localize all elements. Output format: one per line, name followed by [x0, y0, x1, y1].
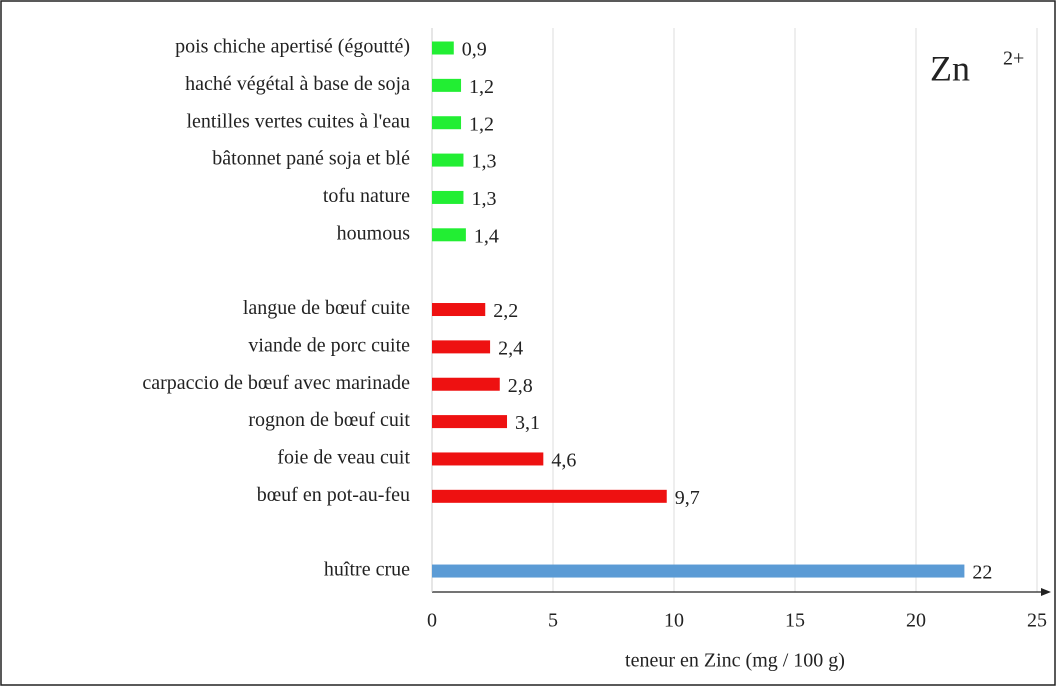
value-label: 22	[972, 562, 992, 584]
value-label: 1,3	[471, 151, 496, 173]
y-tick-label: haché végétal à base de soja	[185, 73, 410, 95]
y-tick-label: tofu nature	[323, 185, 410, 207]
value-label: 3,1	[515, 412, 540, 434]
value-label: 1,2	[469, 76, 494, 98]
value-label: 2,8	[508, 375, 533, 397]
y-tick-label: houmous	[337, 222, 411, 244]
value-label: 2,2	[493, 300, 518, 322]
bar	[432, 452, 544, 466]
y-tick-label: bœuf en pot-au-feu	[257, 484, 410, 506]
x-axis-label: teneur en Zinc (mg / 100 g)	[625, 650, 845, 672]
value-label: 1,3	[471, 188, 496, 210]
bar	[432, 153, 464, 167]
bar	[432, 41, 454, 55]
bar	[432, 564, 965, 578]
bar	[432, 190, 464, 204]
bar	[432, 78, 462, 92]
value-label: 2,4	[498, 337, 523, 359]
value-label: 4,6	[551, 450, 576, 472]
x-tick-label: 20	[906, 610, 926, 632]
y-tick-label: rognon de bœuf cuit	[248, 409, 410, 431]
y-tick-label: pois chiche apertisé (égoutté)	[175, 36, 410, 58]
x-axis-arrow	[1041, 588, 1051, 596]
y-tick-label: huître crue	[324, 559, 410, 581]
value-label: 1,4	[474, 225, 499, 247]
bar	[432, 377, 500, 391]
bar	[432, 489, 667, 503]
bar	[432, 415, 508, 429]
x-tick-label: 5	[548, 610, 558, 632]
y-tick-label: bâtonnet pané soja et blé	[212, 148, 410, 170]
y-tick-label: foie de veau cuit	[277, 447, 410, 469]
x-tick-label: 15	[785, 610, 805, 632]
bar	[432, 228, 466, 242]
bar	[432, 116, 462, 130]
value-label: 0,9	[462, 39, 487, 61]
annotation: Zn	[930, 48, 970, 88]
value-label: 1,2	[469, 113, 494, 135]
bar	[432, 340, 491, 354]
y-tick-label: carpaccio de bœuf avec marinade	[142, 372, 410, 394]
annotation-sup: 2+	[1003, 48, 1024, 70]
value-label: 9,7	[675, 487, 700, 509]
bar	[432, 303, 486, 317]
x-tick-label: 25	[1027, 610, 1047, 632]
x-tick-label: 0	[427, 610, 437, 632]
y-tick-label: viande de porc cuite	[248, 334, 410, 356]
y-tick-label: lentilles vertes cuites à l'eau	[186, 110, 410, 132]
x-tick-label: 10	[664, 610, 684, 632]
y-tick-label: langue de bœuf cuite	[243, 297, 410, 319]
